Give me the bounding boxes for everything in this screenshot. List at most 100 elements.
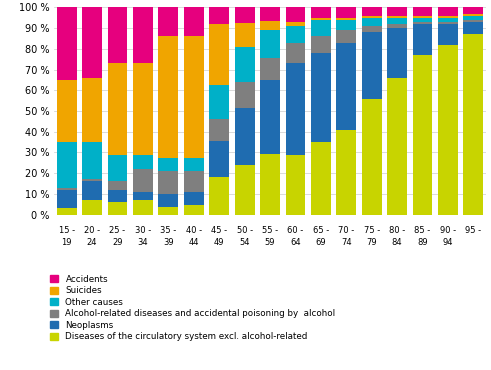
Text: 49: 49	[214, 238, 224, 248]
Bar	[133, 7, 153, 63]
Bar	[108, 7, 128, 63]
Bar	[286, 155, 305, 215]
Bar	[133, 155, 153, 169]
Text: 44: 44	[189, 238, 199, 248]
Bar	[184, 205, 204, 215]
Bar	[286, 26, 305, 43]
Bar	[336, 7, 356, 18]
Bar	[387, 78, 407, 215]
Bar	[209, 177, 229, 215]
Bar	[209, 141, 229, 177]
Bar	[464, 16, 483, 20]
Bar	[108, 155, 128, 181]
Bar	[286, 22, 305, 26]
Text: 55 -: 55 -	[262, 226, 278, 235]
Text: 64: 64	[290, 238, 301, 248]
Bar	[464, 34, 483, 215]
Bar	[235, 108, 254, 165]
Bar	[412, 7, 433, 16]
Bar	[438, 45, 458, 215]
Bar	[260, 80, 280, 154]
Bar	[260, 21, 280, 30]
Bar	[159, 7, 178, 36]
Bar	[387, 16, 407, 18]
Bar	[438, 16, 458, 18]
Bar	[412, 24, 433, 55]
Bar	[209, 7, 229, 24]
Bar	[82, 179, 102, 181]
Bar	[133, 200, 153, 215]
Text: 79: 79	[366, 238, 377, 248]
Bar	[387, 28, 407, 78]
Bar	[362, 18, 382, 26]
Bar	[362, 16, 382, 18]
Bar	[82, 78, 102, 142]
Bar	[108, 63, 128, 155]
Bar	[286, 63, 305, 155]
Text: 54: 54	[240, 238, 250, 248]
Bar	[57, 7, 77, 80]
Bar	[184, 36, 204, 158]
Bar	[438, 18, 458, 22]
Bar	[82, 181, 102, 200]
Bar	[82, 7, 102, 78]
Bar	[57, 188, 77, 190]
Bar	[209, 85, 229, 118]
Bar	[235, 7, 254, 23]
Bar	[387, 18, 407, 24]
Bar	[362, 32, 382, 98]
Bar	[412, 22, 433, 24]
Bar	[311, 18, 331, 20]
Text: 29: 29	[112, 238, 123, 248]
Bar	[464, 22, 483, 34]
Text: 94: 94	[443, 238, 453, 248]
Bar	[362, 98, 382, 215]
Bar	[108, 181, 128, 190]
Text: 74: 74	[341, 238, 352, 248]
Bar	[260, 58, 280, 80]
Bar	[260, 7, 280, 21]
Bar	[387, 24, 407, 28]
Text: 80 -: 80 -	[389, 226, 405, 235]
Text: 89: 89	[417, 238, 428, 248]
Text: 90 -: 90 -	[440, 226, 456, 235]
Bar	[412, 55, 433, 215]
Text: 75 -: 75 -	[364, 226, 380, 235]
Text: 35 -: 35 -	[160, 226, 176, 235]
Bar	[387, 7, 407, 16]
Bar	[82, 142, 102, 179]
Bar	[438, 24, 458, 45]
Bar	[235, 47, 254, 83]
Text: 20 -: 20 -	[84, 226, 100, 235]
Bar	[362, 26, 382, 32]
Bar	[336, 130, 356, 215]
Text: 95 -: 95 -	[465, 226, 482, 235]
Text: 65 -: 65 -	[313, 226, 329, 235]
Bar	[260, 30, 280, 58]
Bar	[108, 190, 128, 202]
Text: 19: 19	[61, 238, 72, 248]
Bar	[235, 23, 254, 47]
Text: 50 -: 50 -	[237, 226, 253, 235]
Bar	[235, 165, 254, 215]
Bar	[235, 83, 254, 108]
Bar	[286, 43, 305, 63]
Bar	[336, 30, 356, 43]
Text: 25 -: 25 -	[109, 226, 126, 235]
Text: 40 -: 40 -	[186, 226, 202, 235]
Text: 84: 84	[392, 238, 403, 248]
Text: 39: 39	[163, 238, 174, 248]
Text: 59: 59	[265, 238, 275, 248]
Bar	[159, 36, 178, 158]
Bar	[311, 142, 331, 215]
Bar	[438, 22, 458, 24]
Bar	[184, 7, 204, 36]
Bar	[184, 192, 204, 205]
Bar	[159, 158, 178, 171]
Bar	[82, 200, 102, 215]
Bar	[133, 63, 153, 155]
Bar	[412, 18, 433, 22]
Bar	[362, 7, 382, 16]
Bar	[108, 202, 128, 215]
Bar	[159, 207, 178, 215]
